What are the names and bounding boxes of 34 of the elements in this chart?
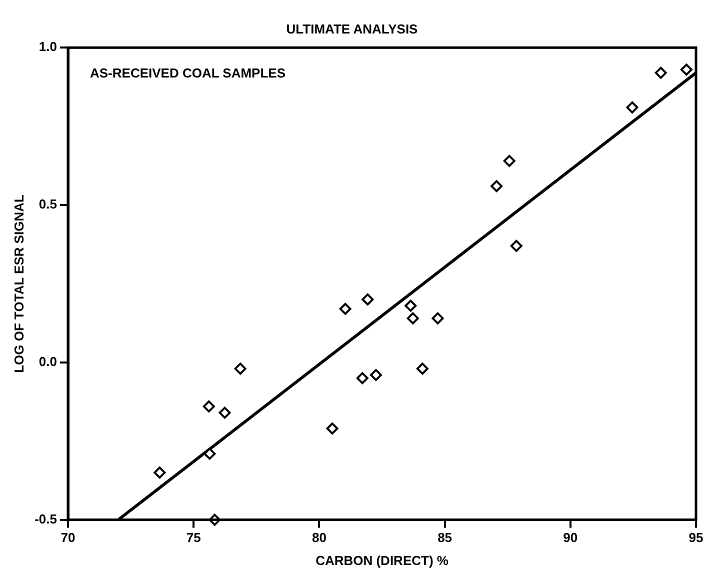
x-tick-label: 75 (186, 530, 201, 546)
y-tick-label: 1.0 (38, 39, 57, 54)
point (204, 448, 216, 460)
y-tick-label: 0.0 (38, 354, 57, 369)
y-tick-label: -0.5 (34, 511, 57, 526)
point (326, 422, 338, 435)
point (626, 101, 638, 114)
point (404, 300, 417, 312)
x-tick-label: 85 (438, 530, 452, 546)
point (490, 180, 503, 192)
point (362, 293, 374, 306)
chart-title: ULTIMATE ANALYSIS (286, 21, 418, 36)
y-axis-title: LOG OF TOTAL ESR SIGNAL (11, 194, 26, 373)
point (202, 400, 215, 412)
x-axis-title: CARBON (DIRECT) % (316, 552, 449, 568)
annotation: AS-RECEIVED COAL SAMPLES (90, 66, 286, 81)
x-tick-label: 70 (60, 530, 76, 546)
x-tick-label: 90 (563, 530, 578, 546)
point (154, 466, 166, 479)
point (234, 362, 246, 375)
point (680, 64, 692, 76)
point (510, 240, 522, 252)
y-tick-label: 0.5 (38, 196, 57, 212)
point (370, 368, 382, 381)
point (416, 362, 428, 375)
point (356, 372, 368, 384)
point (654, 66, 667, 79)
point (218, 406, 231, 419)
x-tick-label: 95 (688, 530, 704, 546)
x-tick-label: 80 (312, 530, 326, 546)
point (503, 154, 516, 167)
point (339, 302, 352, 315)
point (432, 312, 444, 324)
point (406, 312, 419, 324)
